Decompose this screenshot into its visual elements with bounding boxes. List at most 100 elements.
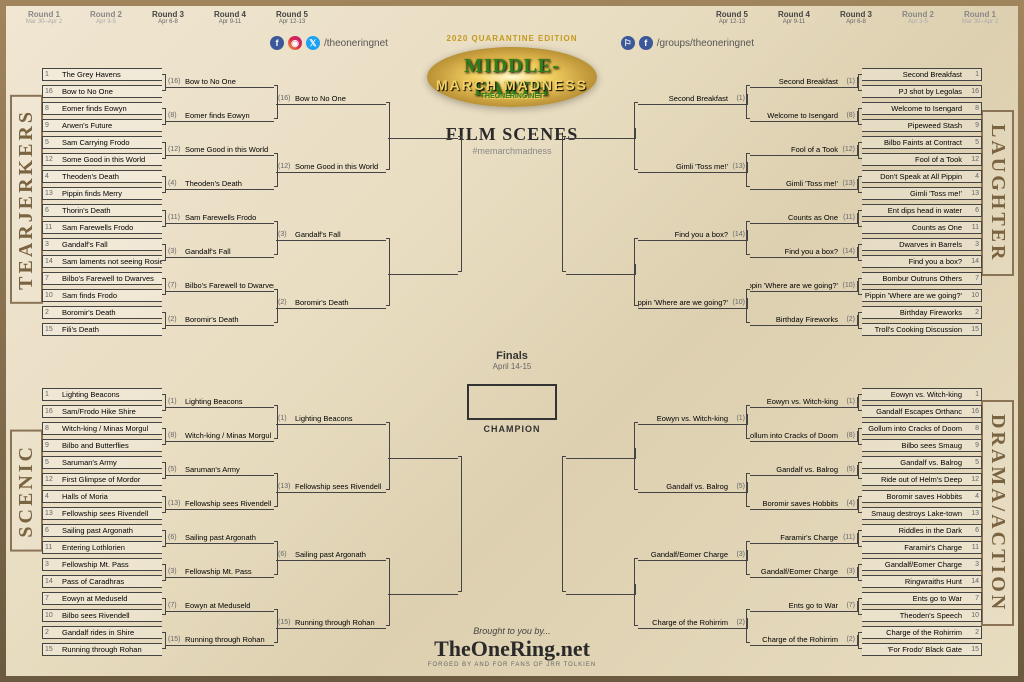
twitter-icon[interactable]: 𝕏 — [306, 36, 320, 50]
bracket-entry: 6Thorin's Death — [42, 204, 162, 217]
r1-pair: 4Halls of Moria 13Fellowship sees Rivend… — [42, 490, 162, 520]
bracket-empty-slot — [566, 584, 636, 595]
bracket-empty-slot — [388, 264, 458, 275]
finals-dates: April 14-15 — [493, 362, 532, 371]
bracket-entry: (8)Gollum into Cracks of Doom — [750, 431, 858, 442]
bracket-advance: (7)Ents go to War — [750, 601, 858, 612]
bracket-advance: (12)Some Good in this World — [166, 145, 274, 156]
bracket-entry: 15Fili's Death — [42, 323, 162, 336]
bracket-entry: (6)Sailing past Argonath — [166, 533, 274, 544]
bracket-advance: (11)Faramir's Charge — [750, 533, 858, 544]
bracket-empty-slot — [566, 448, 636, 459]
bracket-entry: 1Eowyn vs. Witch-king — [862, 388, 982, 401]
footer-logo: TheOneRing.net — [428, 636, 596, 662]
r1-pair: 2Boromir's Death 15Fili's Death — [42, 306, 162, 336]
bracket-entry: (16)Bow to No One — [166, 77, 274, 88]
bracket-entry: 14Pass of Caradhras — [42, 575, 162, 588]
r1-pair: 3Fellowship Mt. Pass 14Pass of Caradhras — [42, 558, 162, 588]
facebook-icon[interactable]: f — [270, 36, 284, 50]
bracket-advance: (3)Gandalf/Eomer Charge — [638, 550, 748, 561]
r1-pair: 1Second Breakfast 16PJ shot by Legolas — [862, 68, 982, 98]
social-handle-right: /groups/theoneringnet — [657, 38, 754, 49]
bracket-entry: (1)Lighting Beacons — [166, 397, 274, 408]
bracket-advance: (8)Eomer finds Eowyn — [166, 111, 274, 122]
bracket-entry: 13Pippin finds Merry — [42, 187, 162, 200]
r1-pair: 4Don't Speak at All Pippin 13Gimli 'Toss… — [862, 170, 982, 200]
bracket-entry: (10)Pippin 'Where are we going?' — [750, 281, 858, 292]
group-icon[interactable]: ⚐ — [621, 36, 635, 50]
region-drama-action: DRAMA/ACTION — [981, 400, 1014, 626]
instagram-icon[interactable]: ◉ — [288, 36, 302, 50]
r1-pair: 3Gandalf's Fall 14Sam laments not seeing… — [42, 238, 162, 268]
bracket-entry: 16PJ shot by Legolas — [862, 85, 982, 98]
bracket-advance: (7)Bilbo's Farewell to Dwarves — [166, 281, 274, 292]
bracket-entry: 1Second Breakfast — [862, 68, 982, 81]
bracket-entry: (1)Eowyn vs. Witch-king — [638, 414, 748, 425]
bracket-entry: 6Riddles in the Dark — [862, 524, 982, 537]
bracket-entry: (1)Lighting Beacons — [276, 414, 386, 425]
bracket-entry: (2)Boromir's Death — [166, 315, 274, 326]
bracket-advance: (13)Fellowship sees Rivendell — [166, 499, 274, 510]
bracket-entry: 7Bombur Outruns Others — [862, 272, 982, 285]
bracket-entry: 10Bilbo sees Rivendell — [42, 609, 162, 622]
r1-pair: 8Gollum into Cracks of Doom 9Bilbo sees … — [862, 422, 982, 452]
r1-pair: 5Saruman's Army 12First Glimpse of Mordo… — [42, 456, 162, 486]
bracket-entry: 2Birthday Fireworks — [862, 306, 982, 319]
bracket-entry: 3Fellowship Mt. Pass — [42, 558, 162, 571]
bracket-advance: (1)Second Breakfast — [638, 94, 748, 105]
champion-label: CHAMPION — [484, 424, 541, 434]
round-header: Round 1Mar 30–Apr 2 — [950, 10, 1010, 25]
bracket-advance: (5)Gandalf vs. Balrog — [750, 465, 858, 476]
bracket-entry: 12First Glimpse of Mordor — [42, 473, 162, 486]
bracket-entry: 9Bilbo and Butterflies — [42, 439, 162, 452]
r1-pair: 3Gandalf/Eomer Charge 14Ringwraiths Hunt — [862, 558, 982, 588]
r1-pair: 7Eowyn at Meduseld 10Bilbo sees Rivendel… — [42, 592, 162, 622]
bracket-entry: 11Entering Lothlorien — [42, 541, 162, 554]
bracket-advance: (12)Fool of a Took — [750, 145, 858, 156]
facebook-icon[interactable]: f — [639, 36, 653, 50]
bracket-advance: (5)Gandalf vs. Balrog — [638, 482, 748, 493]
bracket-entry: 13Fellowship sees Rivendell — [42, 507, 162, 520]
bracket-entry: (6)Sailing past Argonath — [276, 550, 386, 561]
r1-pair: 6Thorin's Death 11Sam Farewells Frodo — [42, 204, 162, 234]
bracket-entry: (2)Boromir's Death — [276, 298, 386, 309]
bracket-entry: (8)Eomer finds Eowyn — [166, 111, 274, 122]
bracket-entry: (3)Gandalf's Fall — [166, 247, 274, 258]
bracket-entry: 2Boromir's Death — [42, 306, 162, 319]
bracket-entry: 7Ents go to War — [862, 592, 982, 605]
bracket-entry: 8Gollum into Cracks of Doom — [862, 422, 982, 435]
bracket-entry: 15'For Frodo' Black Gate — [862, 643, 982, 656]
bracket-entry: 6Sailing past Argonath — [42, 524, 162, 537]
bracket-entry: (16)Bow to No One — [276, 94, 386, 105]
bracket-advance: (4)Boromir saves Hobbits — [750, 499, 858, 510]
bracket-entry: (1)Second Breakfast — [638, 94, 748, 105]
bracket-entry: (13)Fellowship sees Rivendell — [166, 499, 274, 510]
bracket-entry: (14)Find you a box? — [638, 230, 748, 241]
r1-pair: 2Gandalf rides in Shire 15Running throug… — [42, 626, 162, 656]
bracket-empty-slot — [388, 448, 458, 459]
bracket-entry: (3)Gandalf/Eomer Charge — [638, 550, 748, 561]
bracket-advance: (3)Gandalf's Fall — [166, 247, 274, 258]
r1-pair: 5Bilbo Faints at Contract 12Fool of a To… — [862, 136, 982, 166]
bracket-empty-slot — [388, 584, 458, 595]
r1-pair: 1The Grey Havens 16Bow to No One — [42, 68, 162, 98]
bracket-advance: (10)Pippin 'Where are we going?' — [750, 281, 858, 292]
bracket-advance: (12)Some Good in this World — [276, 162, 386, 173]
region-tearjerkers: TEARJERKERS — [10, 95, 43, 304]
bracket-advance: (1)Eowyn vs. Witch-king — [638, 414, 748, 425]
bracket-entry: 11Faramir's Charge — [862, 541, 982, 554]
bracket-entry: 12Some Good in this World — [42, 153, 162, 166]
bracket-entry: 5Gandalf vs. Balrog — [862, 456, 982, 469]
bracket-entry: (5)Gandalf vs. Balrog — [638, 482, 748, 493]
bracket: 1The Grey Havens 16Bow to No One 8Eomer … — [42, 60, 982, 674]
bracket-entry: 14Find you a box? — [862, 255, 982, 268]
bracket-entry: 9Arwen's Future — [42, 119, 162, 132]
bracket-entry: (12)Some Good in this World — [166, 145, 274, 156]
bracket-advance: (14)Find you a box? — [750, 247, 858, 258]
bracket-advance: (6)Sailing past Argonath — [276, 550, 386, 561]
bracket-entry: 5Bilbo Faints at Contract — [862, 136, 982, 149]
bracket-entry: (8)Witch-king / Minas Morgul — [166, 431, 274, 442]
bracket-advance: (4)Theoden's Death — [166, 179, 274, 190]
bracket-entry: 9Pipeweed Stash — [862, 119, 982, 132]
bracket-entry: (15)Running through Rohan — [276, 618, 386, 629]
